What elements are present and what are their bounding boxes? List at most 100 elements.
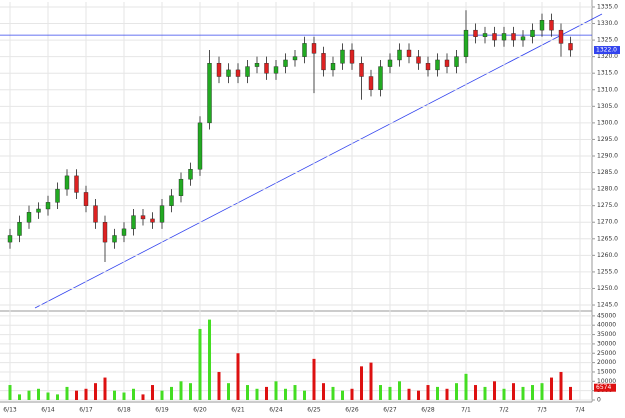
volume-bar [531,385,534,400]
volume-bar [455,383,458,400]
candle-body [321,53,326,71]
volume-bar [540,383,544,400]
y2-tick-label: 20000 [597,359,616,366]
y-tick-label: 1275.0 [597,202,618,209]
y-tick-label: 1250.0 [597,285,618,292]
candle-body [378,66,383,90]
y2-tick-label: 15000 [597,368,616,375]
volume-bar [512,383,515,400]
candle-body [188,169,193,180]
volume-bar [284,388,287,400]
y-tick-label: 1260.0 [597,252,618,259]
candle-body [17,222,22,236]
candle-body [207,63,212,124]
volume-bar [151,385,154,400]
x-tick-label: 6/25 [307,407,321,414]
volume-bar [303,390,306,400]
y2-tick-label: 35000 [597,331,616,338]
candle-body [292,56,298,61]
candle-body [387,59,393,67]
y-tick-label: 1335.0 [597,3,618,10]
candle-body [463,29,469,57]
last-price-box [594,46,620,55]
y-tick-label: 1330.0 [597,20,618,27]
y-tick-label: 1280.0 [597,186,618,193]
y-tick-label: 1290.0 [597,153,618,160]
last-price-label: 1322.0 [596,47,617,54]
volume-bar [37,388,40,400]
x-tick-label: 6/21 [231,407,245,414]
volume-bar [388,386,392,400]
volume-bar [445,388,449,400]
volume-bar [217,371,221,400]
volume-bar [103,377,107,400]
volume-bar [113,390,116,400]
candle-body [349,49,355,64]
candle-body [254,63,260,67]
volume-bar [46,392,50,400]
candle-body [340,49,345,64]
candle-body [235,69,241,77]
volume-bar [274,381,278,400]
candle-body [302,43,307,57]
volume-bar [198,328,202,400]
volume-bar [56,394,59,400]
volume-bar [227,383,230,400]
candle-body [197,122,203,170]
volume-bar [407,388,411,400]
candle-body [36,208,41,213]
volume-bar [8,385,12,400]
candle-body [482,33,488,37]
volume-bar [84,388,88,400]
candle-body [74,175,79,193]
candle-body [45,202,51,210]
candle-body [159,205,165,223]
candle-body [55,188,60,203]
volume-bar [160,390,164,400]
candle-body [511,33,516,41]
x-tick-label: 6/19 [155,407,169,414]
candle-body [169,195,174,206]
x-tick-label: 7/1 [461,407,471,414]
x-tick-label: 6/14 [41,407,55,414]
volume-bar [350,388,354,400]
volume-bar [27,390,31,400]
volume-bar [369,362,373,400]
volume-bar [426,385,430,400]
volume-bar [141,394,145,400]
candle-body [7,235,13,243]
candle-body [444,59,450,67]
candle-body [425,63,431,71]
candle-body [131,215,136,230]
volume-bar [483,386,487,400]
candle-body [264,63,269,74]
candle-body [121,228,127,236]
candle-body [93,205,98,223]
volume-bar [265,386,268,400]
y2-tick-label: 45000 [597,312,616,319]
y-tick-label: 1245.0 [597,302,618,309]
volume-bar [293,385,297,400]
candle-body [102,222,108,243]
volume-bar [132,388,135,400]
candle-body [26,212,32,223]
volume-bar [170,386,173,400]
candle-body [178,178,184,196]
candle-body [311,43,317,54]
candle-body [416,56,421,64]
volume-bar [464,373,468,400]
volume-bar [255,388,259,400]
y-tick-label: 1305.0 [597,103,618,110]
y-tick-label: 1295.0 [597,136,618,143]
volume-bar [65,386,69,400]
candle-body [520,36,526,41]
volume-bar [208,319,211,400]
last-volume-label: 6574 [596,384,611,391]
volume-bar [550,377,553,400]
y2-tick-label: 0 [597,397,601,404]
candle-body [83,192,89,206]
x-tick-label: 6/20 [193,407,207,414]
candle-body [359,63,364,77]
volume-bar [436,386,439,400]
